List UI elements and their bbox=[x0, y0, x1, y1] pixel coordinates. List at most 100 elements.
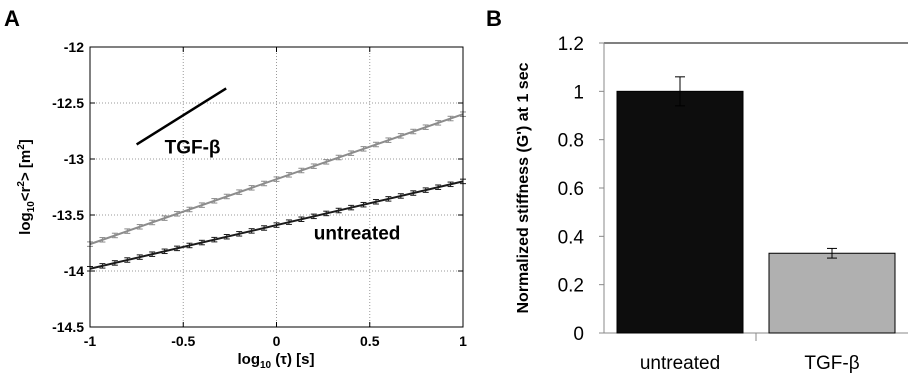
panel-a-series bbox=[87, 178, 466, 272]
panel-a-y-tick-label: -12.5 bbox=[52, 95, 84, 111]
panel-a-slope-reference-line bbox=[135, 87, 227, 146]
panel-a-error-bar bbox=[236, 189, 243, 195]
panel-a-error-bar bbox=[261, 225, 268, 231]
panel-a-error-bar bbox=[136, 254, 143, 260]
panel-a-error-bar bbox=[397, 133, 404, 139]
panel-a-error-bar bbox=[310, 213, 317, 220]
panel-a-error-bar bbox=[298, 216, 305, 222]
panel-a-error-bar bbox=[422, 187, 429, 193]
panel-a-y-tick-label: -14 bbox=[64, 263, 84, 279]
panel-b-y-tick-label: 0.2 bbox=[558, 276, 584, 297]
panel-b-y-tick-label: 0.6 bbox=[558, 179, 584, 200]
panel-a-error-bar bbox=[248, 185, 255, 191]
panel-a-series-label: untreated bbox=[314, 224, 401, 245]
panel-b-y-tick-label: 1.2 bbox=[558, 34, 584, 55]
panel-a-series bbox=[87, 111, 466, 247]
panel-a-error-bar bbox=[273, 222, 280, 228]
panel-a-letter: A bbox=[4, 6, 20, 31]
panel-b-category-label: TGF-β bbox=[804, 353, 859, 374]
panel-b-bar bbox=[616, 90, 744, 334]
panel-a-error-bar bbox=[422, 124, 429, 130]
panel-b-category-label: untreated bbox=[640, 353, 720, 374]
panel-b-ticks bbox=[599, 42, 757, 341]
panel-a-error-bar bbox=[198, 202, 205, 208]
panel-a-error-bar bbox=[186, 242, 193, 249]
panel-a-data: TGF-β untreated bbox=[87, 87, 466, 272]
panel-a-error-bar bbox=[149, 251, 156, 257]
panel-a-error-bar bbox=[111, 232, 118, 239]
panel-b-bar bbox=[768, 252, 896, 334]
panel-a-error-bar bbox=[174, 211, 181, 217]
panel-a-x-tick-label: 0 bbox=[273, 333, 281, 349]
panel-a-error-bar bbox=[211, 236, 218, 243]
panel-a-error-bar bbox=[410, 190, 417, 196]
panel-a-error-bar bbox=[99, 263, 106, 269]
panel-a-y-axis-label: log10<r2> [m2] bbox=[16, 139, 37, 235]
panel-a-error-bar bbox=[360, 146, 367, 152]
panel-a-error-bar bbox=[161, 248, 168, 255]
panel-a-error-bar bbox=[323, 159, 330, 165]
panel-a-x-axis-label: log10 (τ) [s] bbox=[238, 351, 315, 371]
panel-a-error-bar bbox=[335, 207, 342, 214]
panel-a-error-bar bbox=[335, 154, 342, 161]
panel-a-grid bbox=[90, 47, 463, 327]
panel-a-error-bar bbox=[198, 239, 205, 246]
panel-a-error-bar bbox=[273, 176, 280, 182]
panel-b-y-tick-label: 0 bbox=[573, 324, 584, 345]
panel-b-letter: B bbox=[486, 6, 502, 31]
panel-b-bars bbox=[616, 76, 896, 334]
panel-a-series-label: TGF-β bbox=[165, 137, 221, 158]
panel-a-x-tick-label: -0.5 bbox=[171, 333, 195, 349]
panel-a-error-bar bbox=[372, 141, 379, 148]
panel-a-error-bar bbox=[447, 181, 454, 188]
panel-a-error-bar bbox=[447, 115, 454, 122]
panel-a-error-bar bbox=[410, 128, 417, 135]
panel-a-error-bar bbox=[174, 245, 181, 252]
panel-a-x-tick-label: 0.5 bbox=[360, 333, 380, 349]
panel-a-error-bar bbox=[348, 150, 355, 156]
panel-a-error-bar bbox=[124, 257, 131, 263]
panel-a-y-tick-label: -13.5 bbox=[52, 207, 84, 223]
panel-a-error-bar bbox=[385, 137, 392, 143]
panel-a-error-bar bbox=[360, 201, 367, 208]
panel-a-error-bar bbox=[136, 224, 143, 230]
panel-a-error-bar bbox=[310, 163, 317, 169]
panel-b-y-tick-label: 0.8 bbox=[558, 131, 584, 152]
panel-b-y-axis-label: Normalized stiffness (G') at 1 sec bbox=[515, 62, 532, 313]
panel-a-error-bar bbox=[397, 193, 404, 199]
panel-a-error-bar bbox=[372, 199, 379, 205]
panel-b: B 0 0.2 0.4 0.6 0.8 1 1.2 untreated TGF-β Normal… bbox=[486, 6, 908, 374]
panel-a-x-tick-label: 1 bbox=[459, 333, 467, 349]
panel-b-y-tick-label: 0.4 bbox=[558, 227, 585, 248]
panel-a-labels: -1 -0.5 0 0.5 1 -14.5 -14 -13.5 -13 -12.5 -12 bbox=[52, 39, 467, 349]
panel-a-y-tick-label: -14.5 bbox=[52, 319, 84, 335]
panel-a-error-bar bbox=[435, 184, 442, 190]
panel-a-error-bar bbox=[223, 193, 230, 200]
panel-b-error-bar bbox=[827, 247, 837, 259]
panel-a-x-tick-label: -1 bbox=[84, 333, 97, 349]
panel-b-labels: 0 0.2 0.4 0.6 0.8 1 1.2 untreated TGF-β bbox=[558, 34, 860, 374]
panel-a-error-bar bbox=[211, 198, 218, 204]
panel-a-error-bar bbox=[186, 206, 193, 213]
panel-a-y-tick-label: -13 bbox=[64, 151, 84, 167]
panel-a-error-bar bbox=[435, 120, 442, 126]
panel-a-y-tick-label: -12 bbox=[64, 39, 84, 55]
panel-a-error-bar bbox=[298, 167, 305, 174]
panel-a-error-bar bbox=[323, 210, 330, 217]
panel-a-error-bar bbox=[385, 196, 392, 202]
panel-a-ticks bbox=[89, 46, 464, 328]
panel-a-error-bar bbox=[111, 260, 118, 266]
panel-a-error-bar bbox=[236, 231, 243, 237]
panel-a-error-bar bbox=[248, 228, 255, 234]
panel-a-error-bar bbox=[223, 233, 230, 240]
panel-a-error-bar bbox=[261, 180, 268, 187]
panel-a-error-bar bbox=[285, 172, 292, 178]
panel-a-error-bar bbox=[124, 228, 131, 234]
panel-b-y-tick-label: 1 bbox=[573, 82, 584, 103]
panel-a-error-bar bbox=[285, 219, 292, 225]
panel-b-error-bar bbox=[675, 76, 685, 107]
panel-a-error-bar bbox=[99, 237, 106, 243]
panel-a-error-bar bbox=[149, 219, 156, 226]
panel-a: A TGF-β untreated -1 -0.5 0 0.5 1 -14.5 -14 -13.… bbox=[4, 6, 467, 371]
